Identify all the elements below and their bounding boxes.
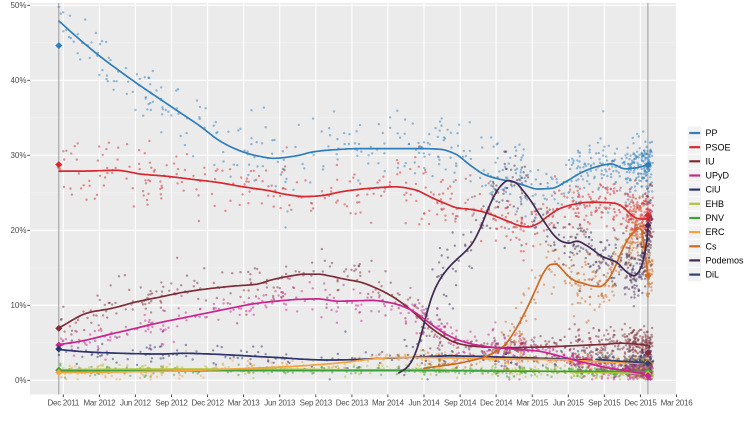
svg-text:IU: IU <box>706 156 715 166</box>
svg-text:Dec 2012: Dec 2012 <box>191 399 224 408</box>
svg-text:Cs: Cs <box>706 241 717 251</box>
svg-text:PNV: PNV <box>706 213 725 223</box>
svg-text:Sep 2015: Sep 2015 <box>588 399 621 408</box>
svg-text:DiL: DiL <box>706 270 720 280</box>
svg-text:Dec 2011: Dec 2011 <box>47 399 79 408</box>
svg-text:ERC: ERC <box>706 227 726 237</box>
svg-text:40%: 40% <box>10 76 26 85</box>
svg-text:PSOE: PSOE <box>706 142 731 152</box>
svg-text:Mar 2015: Mar 2015 <box>516 399 549 408</box>
svg-text:Sep 2013: Sep 2013 <box>300 399 333 408</box>
svg-text:Sep 2012: Sep 2012 <box>155 399 188 408</box>
svg-text:UPyD: UPyD <box>706 171 730 181</box>
svg-text:Jun 2012: Jun 2012 <box>120 399 152 408</box>
svg-text:Dec 2013: Dec 2013 <box>336 399 369 408</box>
svg-text:Sep 2014: Sep 2014 <box>444 399 477 408</box>
svg-text:50%: 50% <box>10 1 26 10</box>
svg-text:EHB: EHB <box>706 199 725 209</box>
svg-text:CiU: CiU <box>706 185 721 195</box>
svg-text:Jun 2015: Jun 2015 <box>553 399 585 408</box>
svg-text:10%: 10% <box>10 301 26 310</box>
svg-text:Mar 2012: Mar 2012 <box>84 399 117 408</box>
svg-text:Dec 2015: Dec 2015 <box>624 399 657 408</box>
svg-text:20%: 20% <box>10 226 26 235</box>
svg-text:PP: PP <box>706 128 718 138</box>
svg-text:Jun 2014: Jun 2014 <box>409 399 441 408</box>
svg-text:0%: 0% <box>15 376 27 385</box>
svg-text:Dec 2014: Dec 2014 <box>480 399 513 408</box>
svg-text:Mar 2013: Mar 2013 <box>228 399 261 408</box>
svg-text:Mar 2016: Mar 2016 <box>661 399 694 408</box>
svg-text:Mar 2014: Mar 2014 <box>372 399 405 408</box>
svg-text:Jun 2013: Jun 2013 <box>264 399 296 408</box>
svg-text:30%: 30% <box>10 151 26 160</box>
svg-text:Podemos: Podemos <box>706 256 745 266</box>
